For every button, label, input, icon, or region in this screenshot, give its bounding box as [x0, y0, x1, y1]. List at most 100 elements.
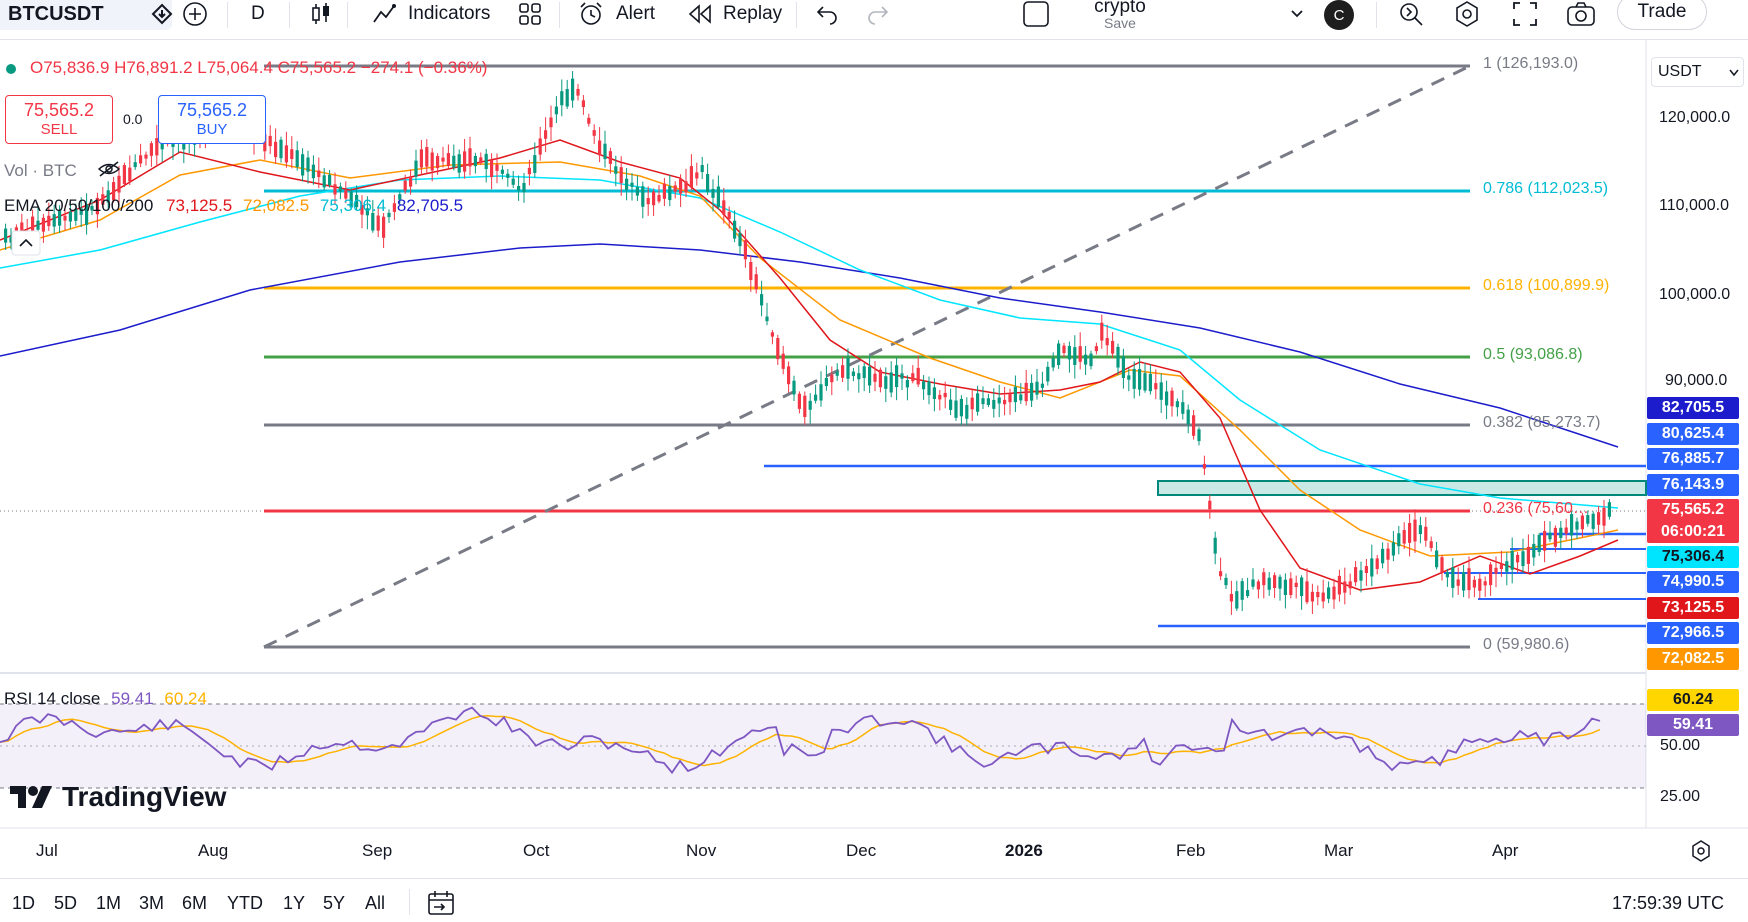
- interval-selector[interactable]: D: [251, 3, 265, 24]
- buy-button[interactable]: 75,565.2 BUY: [158, 95, 266, 144]
- price-tag: 76,885.7: [1647, 448, 1739, 470]
- ema-label: EMA 20/50/100/200: [4, 196, 154, 215]
- price-tag: 76,143.9: [1647, 474, 1739, 496]
- candle-body: [711, 188, 715, 198]
- candle-body: [716, 186, 720, 208]
- undo-icon[interactable]: [815, 0, 839, 28]
- candle-body: [1003, 399, 1007, 405]
- candle-body: [9, 237, 13, 243]
- candle-body: [668, 186, 672, 201]
- candle-body: [414, 160, 418, 177]
- candle-body: [1505, 561, 1509, 572]
- candle-body: [895, 365, 899, 388]
- quick-search-icon[interactable]: [1397, 0, 1425, 28]
- indicators-button[interactable]: Indicators: [372, 0, 490, 28]
- range-1y[interactable]: 1Y: [283, 893, 306, 913]
- candle-body: [1472, 579, 1476, 588]
- indicators-icon: [373, 4, 396, 23]
- candle-body: [403, 180, 407, 191]
- tradingview-logo[interactable]: TradingView: [8, 781, 226, 813]
- goto-date-calendar-icon[interactable]: [426, 889, 456, 922]
- candle-body: [1283, 579, 1287, 596]
- ohlc-legend: O75,836.9 H76,891.2 L75,064.4 C75,565.2 …: [6, 58, 487, 78]
- price-axis-label: 100,000.0: [1659, 286, 1731, 303]
- range-5d[interactable]: 5D: [54, 893, 78, 913]
- range-all[interactable]: All: [365, 893, 386, 913]
- alert-button[interactable]: Alert: [578, 0, 655, 28]
- camera-snapshot-icon[interactable]: [1566, 0, 1596, 28]
- time-axis-label: Mar: [1324, 841, 1354, 860]
- candle-body: [1078, 346, 1082, 362]
- candle-body: [457, 154, 461, 173]
- templates-grid-icon[interactable]: [517, 0, 543, 28]
- candle-body: [306, 157, 310, 172]
- settings-gear-icon[interactable]: [1453, 0, 1481, 28]
- range-3m[interactable]: 3M: [139, 893, 165, 913]
- candle-body: [1084, 354, 1088, 365]
- add-favorite-icon[interactable]: [150, 0, 174, 28]
- layout-name-button[interactable]: crypto Save: [1078, 0, 1162, 31]
- candle-body: [1300, 577, 1304, 596]
- fullscreen-icon[interactable]: [1511, 0, 1539, 28]
- candle-body: [1143, 373, 1147, 391]
- eye-hidden-icon[interactable]: [97, 160, 121, 183]
- layout-square-icon[interactable]: [1022, 0, 1050, 28]
- spread-value: 0.0: [123, 111, 143, 127]
- candle-body: [1364, 566, 1368, 574]
- rsi-ma-value: 60.24: [164, 689, 207, 708]
- candle-body: [295, 150, 299, 167]
- candle-body: [376, 215, 380, 231]
- candle-body: [905, 380, 909, 388]
- sell-button[interactable]: 75,565.2 SELL: [5, 95, 113, 144]
- utc-clock[interactable]: 17:59:39 UTC: [1612, 893, 1725, 913]
- candle-body: [1105, 338, 1109, 346]
- trade-button[interactable]: Trade: [1617, 0, 1707, 30]
- candle-body: [970, 397, 974, 410]
- fib-label-0618: 0.618 (100,899.9): [1483, 277, 1610, 294]
- compare-plus-icon[interactable]: [182, 0, 208, 28]
- candle-body: [592, 130, 596, 136]
- candle-body: [625, 178, 629, 190]
- chart-canvas[interactable]: [0, 40, 1748, 876]
- layout-save-label: Save: [1104, 15, 1136, 31]
- candle-body: [4, 228, 8, 243]
- candle-body: [1073, 347, 1077, 365]
- candle-body: [473, 155, 477, 167]
- candle-body: [922, 381, 926, 390]
- candle-body: [1516, 554, 1520, 563]
- candle-body: [139, 155, 143, 164]
- candle-body: [646, 198, 650, 205]
- currency-selector[interactable]: USDT: [1651, 57, 1744, 87]
- range-1d[interactable]: 1D: [12, 893, 36, 913]
- range-6m[interactable]: 6M: [182, 893, 208, 913]
- candle-body: [279, 139, 283, 159]
- candle-body: [787, 366, 791, 385]
- alert-label: Alert: [616, 3, 656, 24]
- chart-settings-icon[interactable]: [1690, 840, 1712, 867]
- replay-button[interactable]: Replay: [687, 0, 782, 28]
- candle-body: [544, 130, 548, 139]
- symbol-name[interactable]: BTCUSDT: [8, 2, 104, 25]
- candles-chart-type-icon[interactable]: [310, 0, 332, 28]
- chevron-down-icon[interactable]: [1290, 0, 1304, 28]
- candle-body: [1424, 526, 1428, 541]
- candle-body: [641, 186, 645, 207]
- redo-icon[interactable]: [866, 0, 890, 28]
- candle-body: [1337, 575, 1341, 595]
- candle-body: [1575, 521, 1579, 530]
- rsi-lines: [0, 706, 1601, 775]
- time-axis-label: Sep: [362, 841, 393, 860]
- range-1m[interactable]: 1M: [96, 893, 122, 913]
- range-ytd[interactable]: YTD: [227, 893, 263, 913]
- candle-body: [452, 155, 456, 168]
- candle-body: [149, 143, 153, 156]
- candle-body: [916, 367, 920, 385]
- symbol-search-box[interactable]: [0, 0, 172, 30]
- rsi-label: RSI 14 close: [4, 689, 101, 708]
- candle-body: [598, 140, 602, 156]
- candle-body: [1451, 567, 1455, 588]
- brand-name: TradingView: [62, 781, 227, 812]
- candle-body: [360, 205, 364, 215]
- range-5y[interactable]: 5Y: [323, 893, 346, 913]
- avatar[interactable]: C: [1324, 0, 1354, 30]
